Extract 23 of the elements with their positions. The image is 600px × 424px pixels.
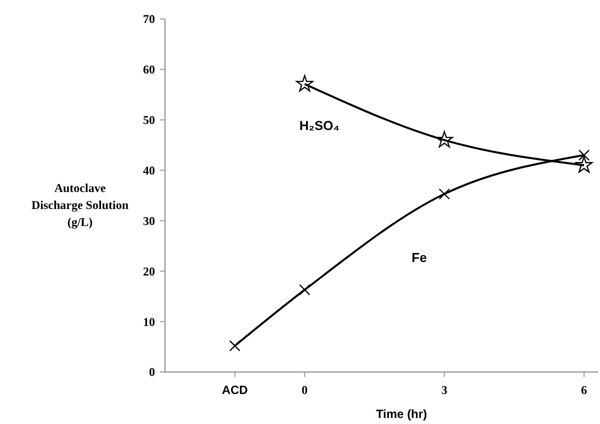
y-tick-label: 30: [143, 214, 155, 228]
series-label: H₂SO₄: [299, 118, 340, 134]
point: [299, 284, 310, 296]
point: [578, 150, 590, 161]
text: Fe: [412, 250, 427, 265]
y-tick-label: 50: [143, 113, 155, 128]
point: [575, 156, 593, 173]
y-tick-label: 20: [143, 264, 155, 278]
x-tick-label: 3: [441, 383, 448, 397]
y-tick-label: 60: [143, 62, 155, 77]
x-tick-label: ACD: [222, 383, 248, 397]
point: [436, 130, 453, 148]
point: [229, 340, 240, 352]
y-tick-label: 40: [143, 163, 155, 178]
y-tick-label: 70: [143, 12, 155, 26]
y-tick-label: 10: [143, 314, 155, 329]
y-tick-label: 0: [149, 365, 155, 380]
point: [296, 75, 314, 92]
point: [438, 188, 450, 200]
x-tick-label: 6: [581, 383, 588, 397]
x-axis-title: Time (hr): [376, 407, 428, 421]
y-axis-title: Autoclave Discharge Solution (g/L): [31, 181, 129, 229]
x-tick-label: 0: [302, 383, 308, 397]
